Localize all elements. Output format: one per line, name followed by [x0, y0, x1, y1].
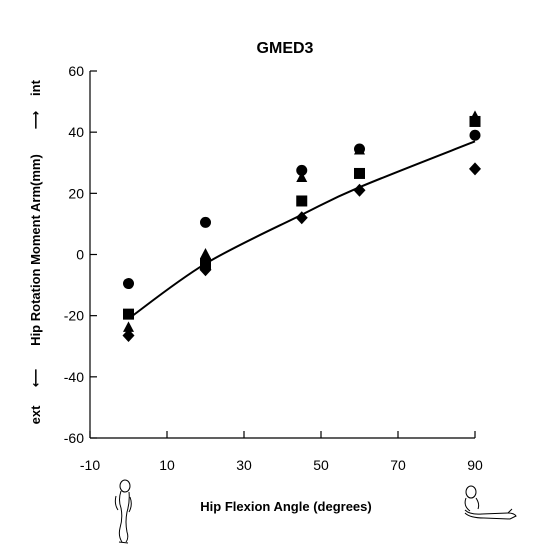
square-point — [469, 115, 481, 127]
diamond-point — [295, 211, 308, 225]
y-axis-label-int: int — [28, 79, 43, 96]
data-marks — [122, 110, 481, 343]
y-tick-label: 0 — [76, 247, 84, 263]
diamond-point — [122, 329, 135, 343]
y-tick-label: -40 — [64, 369, 84, 385]
y-tick-label: 60 — [68, 63, 84, 79]
x-tick-label: 70 — [390, 457, 406, 473]
y-tick-label: -60 — [64, 430, 84, 446]
x-tick-label: 10 — [159, 457, 175, 473]
circle-point — [200, 216, 211, 228]
y-axis-label-main: Hip Rotation Moment Arm(mm) — [28, 154, 43, 346]
x-tick-label: 50 — [313, 457, 329, 473]
y-axis-arrow-left: ⟵ — [28, 369, 43, 388]
axes — [89, 71, 475, 439]
ticks: -60 -40 -20 0 20 40 60 -10 10 30 50 70 90 — [64, 63, 483, 473]
square-point — [296, 195, 308, 207]
triangle-point — [296, 171, 308, 183]
circle-point — [296, 164, 308, 176]
x-tick-label: -10 — [80, 457, 100, 473]
y-axis-arrow-right: ⟶ — [28, 111, 43, 130]
x-tick-label: 90 — [467, 457, 483, 473]
y-axis-label-group: ext ⟵ Hip Rotation Moment Arm(mm) ⟶ int — [28, 79, 43, 424]
triangle-point — [200, 248, 211, 259]
square-point — [354, 167, 365, 179]
circle-point — [123, 278, 134, 290]
y-tick-label: 20 — [68, 185, 84, 201]
seated-figure-icon — [464, 485, 517, 520]
diamond-point — [353, 183, 366, 197]
circle-point — [469, 129, 481, 141]
y-axis-label-ext: ext — [28, 405, 43, 424]
diamond-point — [199, 263, 212, 277]
diamond-point — [469, 162, 481, 176]
triangle-point — [354, 144, 365, 155]
chart-title: GMED3 — [257, 40, 314, 57]
square-point — [123, 308, 134, 320]
y-tick-label: -20 — [64, 308, 84, 324]
standing-figure-icon — [114, 479, 132, 544]
triangle-point — [123, 321, 134, 332]
x-axis-label: Hip Flexion Angle (degrees) — [200, 499, 371, 514]
x-tick-label: 30 — [236, 457, 252, 473]
y-tick-label: 40 — [68, 124, 84, 140]
